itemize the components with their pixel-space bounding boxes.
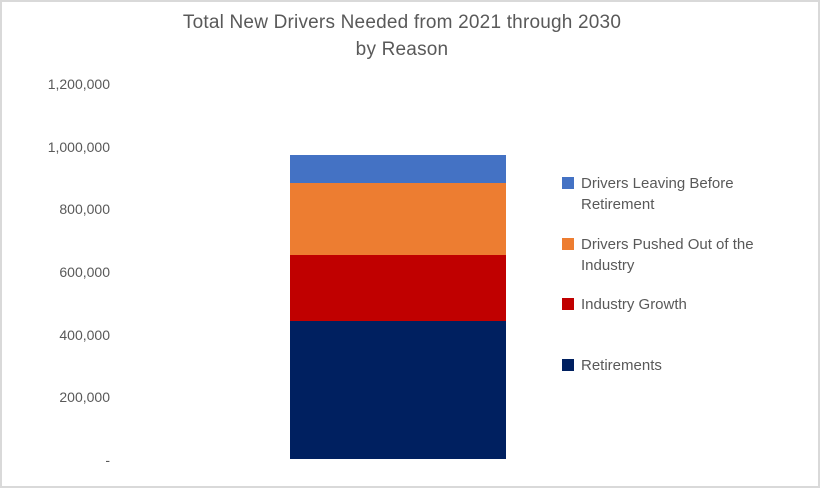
legend-item: Drivers Pushed Out of the Industry [562, 234, 801, 276]
legend-item-label: Drivers Pushed Out of the Industry [581, 236, 754, 274]
y-axis-tick-label: 600,000 [59, 264, 110, 280]
bar-segment-drivers-leaving-before-retirement [290, 155, 506, 183]
legend-item: Retirements [562, 355, 801, 376]
bar-segment-retirements [290, 321, 506, 459]
y-axis-tick-label: 1,000,000 [47, 138, 110, 155]
legend-swatch-icon [562, 359, 574, 371]
bar-segment-industry-growth [290, 255, 506, 321]
legend-item-label: Drivers Leaving Before Retirement [581, 175, 734, 213]
y-axis: 1,200,000 1,000,000 800,000 600,000 400,000 2… [2, 2, 110, 486]
y-axis-tick-label: 1,200,000 [47, 76, 110, 92]
legend: Drivers Leaving Before Retirement Drivers… [562, 2, 812, 486]
bar-segment-drivers-pushed-out-of-the-industry [290, 183, 506, 255]
legend-swatch-icon [562, 238, 574, 250]
chart-title-line-2: by Reason [355, 39, 449, 60]
legend-swatch-icon [562, 298, 574, 310]
y-axis-tick-label: - [105, 452, 110, 468]
legend-swatch-icon [562, 177, 574, 189]
y-axis-tick-label: 800,000 [59, 201, 110, 218]
stacked-bar [290, 155, 506, 459]
legend-item-label: Retirements [581, 357, 662, 374]
y-axis-tick-label: 400,000 [59, 326, 110, 343]
chart-title-line-1: Total New Drivers Needed from 2021 throu… [182, 12, 622, 33]
y-axis-tick-label: 200,000 [59, 389, 110, 406]
plot-area [112, 2, 557, 486]
legend-item: Drivers Leaving Before Retirement [562, 173, 801, 215]
legend-item: Industry Growth [562, 294, 801, 315]
legend-item-label: Industry Growth [581, 296, 687, 313]
chart-title: Total New Drivers Needed from 2021 throu… [12, 9, 792, 63]
